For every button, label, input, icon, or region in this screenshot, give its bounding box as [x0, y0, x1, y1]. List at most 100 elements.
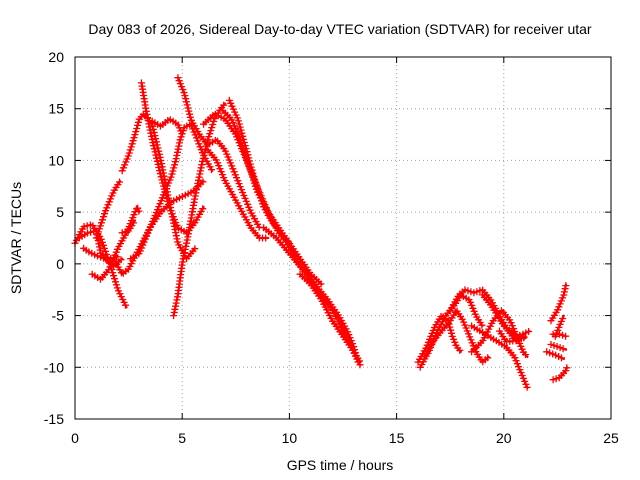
data-point-marker — [551, 332, 559, 340]
data-point-marker — [157, 173, 165, 181]
data-point-marker — [511, 354, 519, 362]
data-point-marker — [113, 284, 121, 292]
data-point-marker — [179, 255, 187, 263]
data-point-marker — [237, 126, 245, 134]
data-point-marker — [182, 98, 190, 106]
y-tick-label: 0 — [56, 256, 64, 272]
data-point-marker — [451, 338, 459, 346]
x-tick-label: 10 — [282, 430, 298, 446]
data-point-marker — [185, 107, 193, 115]
data-point-marker — [117, 256, 125, 264]
data-series-13 — [148, 116, 186, 138]
data-point-marker — [186, 113, 194, 121]
data-point-marker — [94, 252, 101, 260]
data-point-marker — [245, 154, 253, 162]
data-point-marker — [128, 140, 136, 148]
data-point-marker — [100, 213, 107, 221]
data-point-marker — [93, 231, 101, 239]
data-series-33 — [549, 364, 571, 384]
data-point-marker — [206, 130, 214, 138]
data-point-marker — [484, 354, 492, 362]
data-point-marker — [356, 357, 363, 365]
data-point-marker — [181, 92, 189, 100]
data-point-marker — [234, 131, 242, 139]
data-point-marker — [112, 281, 120, 289]
data-point-marker — [156, 167, 163, 175]
data-point-marker — [205, 133, 213, 141]
data-point-marker — [516, 331, 524, 339]
data-point-marker — [240, 139, 248, 146]
data-point-marker — [466, 333, 474, 341]
data-point-marker — [199, 178, 207, 186]
data-point-marker — [349, 340, 356, 348]
data-point-marker — [198, 161, 206, 169]
data-point-marker — [554, 326, 562, 334]
data-point-marker — [199, 154, 207, 162]
data-point-marker — [239, 132, 247, 140]
data-point-marker — [208, 166, 215, 174]
data-point-marker — [456, 346, 464, 354]
data-point-marker — [549, 350, 557, 358]
data-point-marker — [222, 147, 229, 155]
data-point-marker — [346, 334, 354, 342]
data-series-32 — [551, 314, 567, 340]
data-point-marker — [118, 167, 126, 175]
data-point-marker — [550, 342, 558, 349]
data-series-4 — [92, 178, 123, 242]
data-point-marker — [191, 192, 199, 200]
data-point-marker — [152, 151, 160, 159]
data-point-marker — [244, 200, 252, 208]
data-series-12 — [174, 74, 263, 231]
data-point-marker — [186, 110, 194, 118]
data-point-marker — [165, 179, 173, 187]
data-point-marker — [520, 334, 528, 342]
data-point-marker — [158, 194, 166, 202]
data-point-marker — [241, 194, 249, 202]
data-point-marker — [174, 145, 182, 153]
data-point-marker — [235, 120, 243, 128]
data-point-marker — [122, 301, 129, 309]
data-point-marker — [478, 321, 486, 329]
data-point-marker — [193, 186, 200, 194]
data-point-marker — [170, 312, 178, 320]
data-point-marker — [254, 185, 262, 193]
data-point-marker — [155, 150, 163, 158]
data-point-marker — [508, 322, 516, 330]
x-tick-label: 25 — [603, 430, 619, 446]
data-point-marker — [174, 74, 182, 82]
data-point-marker — [208, 124, 216, 132]
data-point-marker — [448, 332, 456, 340]
data-point-marker — [470, 289, 478, 297]
data-point-marker — [236, 183, 244, 191]
data-point-marker — [464, 287, 472, 295]
data-point-marker — [248, 166, 256, 174]
data-series-28 — [547, 282, 570, 325]
data-point-marker — [175, 139, 183, 147]
data-point-marker — [152, 138, 160, 146]
y-axis-label: SDTVAR / TECUs — [8, 182, 24, 294]
data-point-marker — [193, 134, 200, 142]
data-point-marker — [199, 205, 207, 213]
data-point-marker — [559, 331, 566, 339]
data-point-marker — [111, 275, 118, 283]
data-point-marker — [220, 101, 228, 109]
data-point-marker — [232, 125, 239, 133]
data-point-marker — [200, 151, 208, 159]
data-point-marker — [171, 305, 179, 313]
data-point-marker — [178, 130, 186, 138]
data-point-marker — [235, 180, 243, 188]
data-point-marker — [249, 169, 257, 177]
data-point-marker — [556, 300, 564, 308]
data-point-marker — [130, 219, 137, 227]
data-point-marker — [169, 167, 177, 175]
data-point-marker — [553, 343, 561, 350]
data-series-19 — [296, 270, 363, 365]
data-point-marker — [547, 341, 555, 348]
data-point-marker — [176, 136, 184, 144]
data-point-marker — [148, 132, 155, 140]
data-point-marker — [180, 89, 188, 96]
data-series-24 — [468, 322, 531, 391]
data-point-marker — [87, 228, 95, 236]
